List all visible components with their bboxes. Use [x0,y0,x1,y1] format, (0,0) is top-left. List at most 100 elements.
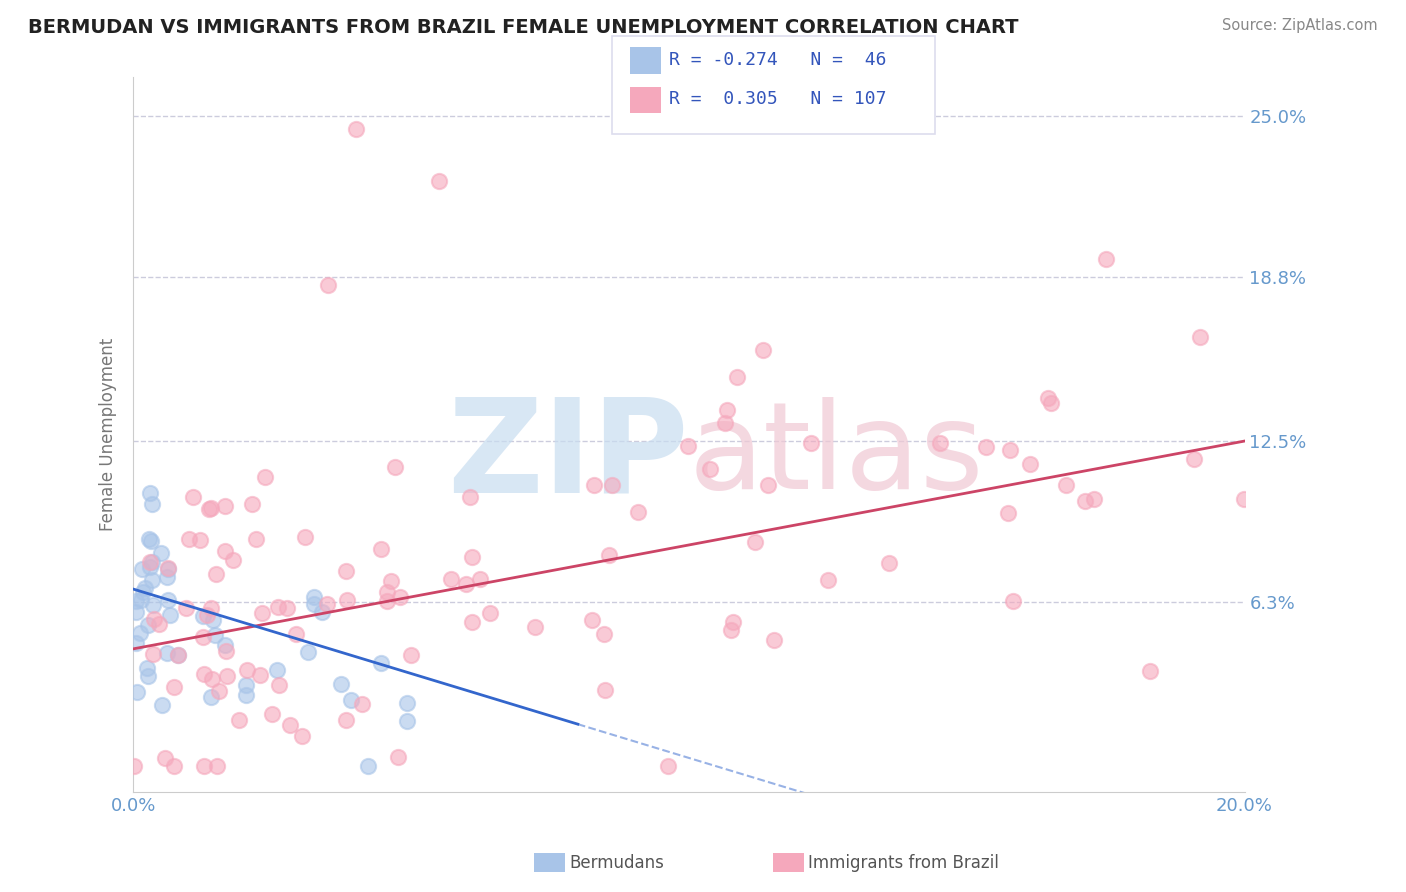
Point [335,713,357,727]
Point [134,581,156,595]
Point [1083,491,1105,506]
Point [294,530,316,544]
Point [266,663,288,677]
Point [524,620,547,634]
Point [157,562,180,576]
Point [191,608,214,623]
Point [235,678,257,692]
Point [311,605,333,619]
Point [217,669,239,683]
Point [129,625,152,640]
Point [195,608,218,623]
Point [396,696,419,710]
Point [676,439,699,453]
Point [800,435,823,450]
Point [879,556,901,570]
Point [193,667,215,681]
Point [136,669,159,683]
Point [156,570,179,584]
Point [139,555,162,569]
Text: R =  0.305   N = 107: R = 0.305 N = 107 [669,90,887,108]
Point [125,605,148,619]
Point [131,562,153,576]
Point [335,564,357,578]
Point [350,697,373,711]
Point [316,278,339,293]
Point [998,443,1021,458]
Text: ZIP: ZIP [447,392,689,519]
Point [340,693,363,707]
Point [142,612,165,626]
Text: BERMUDAN VS IMMIGRANTS FROM BRAZIL FEMALE UNEMPLOYMENT CORRELATION CHART: BERMUDAN VS IMMIGRANTS FROM BRAZIL FEMAL… [28,18,1018,37]
Point [191,630,214,644]
Point [156,560,179,574]
Point [817,574,839,588]
Point [141,574,163,588]
Point [384,459,406,474]
Point [205,758,228,772]
Point [458,490,481,504]
Point [222,553,245,567]
Point [188,533,211,547]
Point [1019,457,1042,471]
Point [129,593,152,607]
Point [139,486,162,500]
Point [214,544,236,558]
Point [280,718,302,732]
Point [1039,396,1062,410]
Point [125,594,148,608]
Point [1094,252,1116,267]
Point [1189,330,1212,344]
Point [235,663,257,677]
Point [721,615,744,630]
Point [440,572,463,586]
Point [193,758,215,772]
Point [396,714,419,728]
Point [214,499,236,513]
Point [167,648,190,662]
Point [763,632,786,647]
Point [928,436,950,450]
Point [122,758,145,772]
Point [461,549,484,564]
Text: Bermudans: Bermudans [569,854,664,871]
Point [725,369,748,384]
Point [370,656,392,670]
Point [228,713,250,727]
Point [148,617,170,632]
Point [159,608,181,623]
Point [297,645,319,659]
Point [370,541,392,556]
Point [468,572,491,586]
Point [291,729,314,743]
Point [713,417,735,431]
Point [720,623,742,637]
Point [260,707,283,722]
Point [156,646,179,660]
Point [254,470,277,484]
Point [153,751,176,765]
Point [136,661,159,675]
Y-axis label: Female Unemployment: Female Unemployment [100,338,117,532]
Point [150,546,173,560]
Point [1054,478,1077,492]
Point [304,590,326,604]
Point [141,533,163,548]
Point [201,672,224,686]
Point [138,532,160,546]
Point [215,644,238,658]
Point [389,590,412,604]
Point [200,690,222,704]
Point [344,122,367,136]
Point [285,627,308,641]
Point [454,577,477,591]
Point [139,560,162,574]
Point [357,758,380,772]
Point [240,497,263,511]
Text: Immigrants from Brazil: Immigrants from Brazil [808,854,1000,871]
Point [136,617,159,632]
Point [235,688,257,702]
Point [276,601,298,615]
Point [214,639,236,653]
Point [204,628,226,642]
